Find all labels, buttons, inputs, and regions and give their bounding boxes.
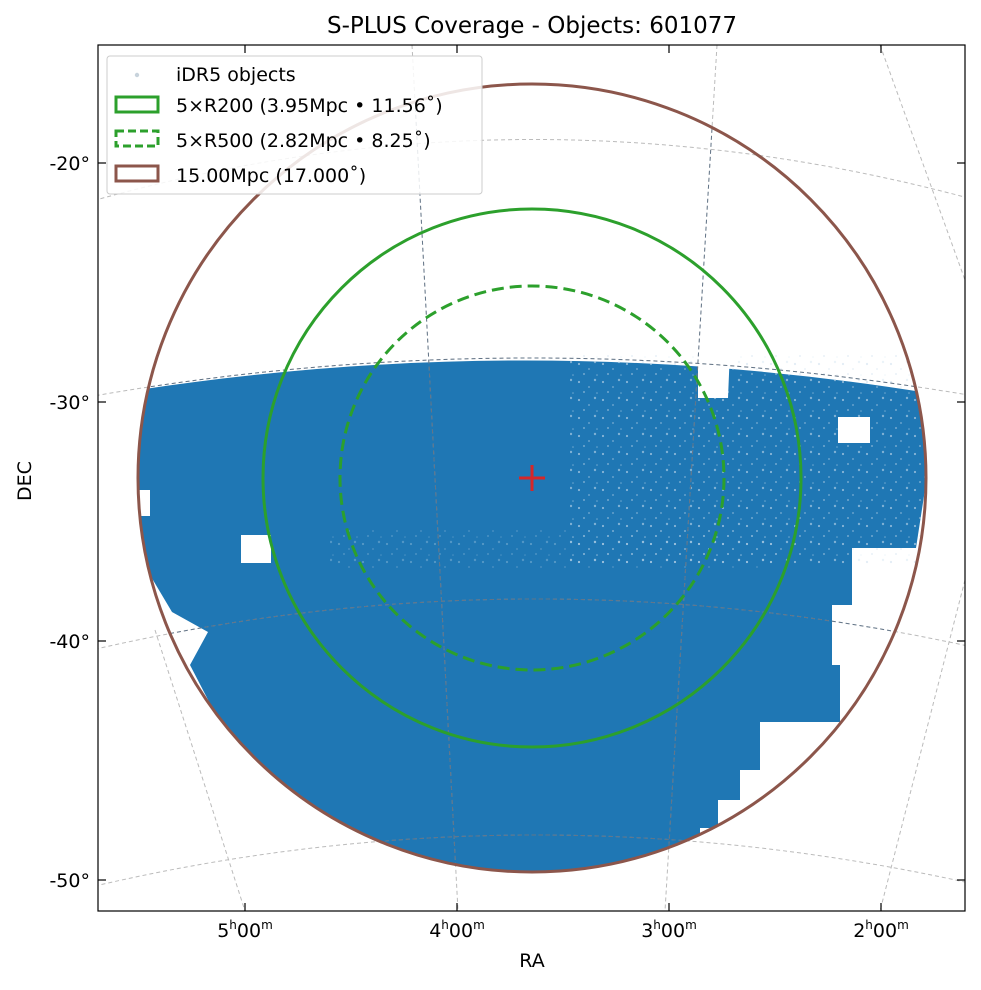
legend-marker-objects: [134, 72, 140, 78]
circle-5xR500: [338, 284, 726, 672]
footprint-gap-top: [698, 350, 730, 398]
circle-15mpc: [136, 82, 928, 874]
dec-tick-group: -20° -30° -40° -50°: [49, 153, 965, 892]
speckle-band: [330, 530, 780, 570]
circle-5xR200: [261, 207, 803, 749]
legend-label-objects: iDR5 objects: [176, 64, 296, 86]
dec-tick-label: -30°: [49, 392, 90, 414]
chart-title: S-PLUS Coverage - Objects: 601077: [327, 13, 737, 39]
cluster-center-marker: [519, 465, 545, 491]
dec-tick-label: -20°: [49, 153, 90, 175]
coverage-footprint: [138, 350, 927, 873]
ra-tick-label: 5h00m: [217, 918, 273, 942]
y-axis-label: DEC: [14, 461, 36, 501]
footprint-gap-square: [838, 417, 870, 443]
dec-gridline: [137, 357, 927, 413]
ra-tick-group: 5h00m 4h00m 3h00m 2h00m: [217, 45, 909, 942]
ra-gridline: [879, 45, 965, 281]
ra-tick-label: 3h00m: [641, 918, 697, 942]
legend-label-15mpc: 15.00Mpc (17.000˚): [176, 165, 366, 187]
legend-label-r200: 5×R200 (3.95Mpc • 11.56˚): [176, 95, 443, 117]
ra-tick-label: 2h00m: [853, 918, 909, 942]
ra-gridline: [154, 629, 246, 911]
x-axis-label: RA: [519, 950, 544, 972]
ra-gridline: [411, 83, 459, 873]
legend-label-r500: 5×R500 (2.82Mpc • 8.25˚): [176, 130, 431, 152]
dec-tick-label: -50°: [49, 870, 90, 892]
dec-gridline: [98, 834, 965, 886]
legend-marker-15mpc: [114, 164, 160, 183]
ra-gridline: [879, 579, 965, 911]
legend-marker-r500: [114, 129, 160, 148]
legend-marker-r200: [114, 95, 160, 114]
legend-box: [106, 55, 483, 195]
ra-gridline: [664, 83, 718, 873]
footprint-gap-left: [241, 535, 271, 563]
axes-frame: [97, 44, 966, 912]
footprint-gap-left-small: [138, 490, 150, 516]
ra-tick-label: 4h00m: [429, 918, 485, 942]
legend: iDR5 objects 5×R200 (3.95Mpc • 11.56˚) 5…: [106, 55, 483, 195]
dec-tick-label: -40°: [49, 631, 90, 653]
